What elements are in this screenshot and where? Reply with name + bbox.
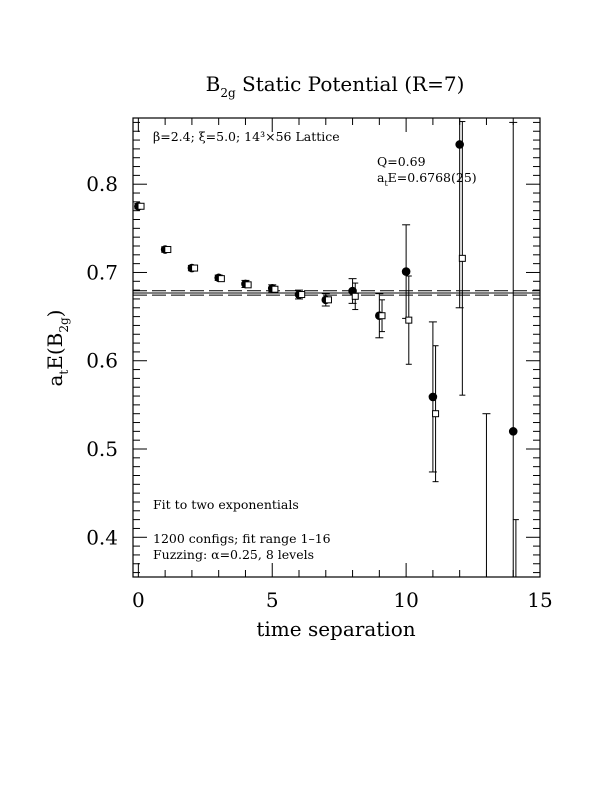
y-axis-label-sub-t: t [57, 370, 71, 375]
y-tick-label: 0.6 [86, 349, 118, 373]
data-point-square [351, 292, 359, 300]
data-point-square [405, 316, 413, 324]
data-point-circle [401, 267, 411, 276]
annotation-fit-value: atE=0.6768(25) [377, 170, 477, 188]
data-point-square [378, 312, 386, 320]
annotation-q: Q=0.69 [377, 154, 426, 169]
y-axis-label: atE(B2g) [43, 309, 71, 386]
y-axis-label-sub-2g: 2g [57, 317, 71, 333]
x-tick-labels: 0 5 10 15 [132, 588, 553, 612]
data-point-square [324, 296, 332, 304]
annotation-fit-prefix: a [377, 170, 385, 185]
annotation-fit-sub: t [384, 179, 388, 188]
fit-band [133, 290, 540, 296]
y-tick-label: 0.7 [86, 260, 118, 284]
x-tick-label: 0 [132, 588, 145, 612]
annotation-lattice: β=2.4; ξ=5.0; 14³×56 Lattice [153, 129, 340, 144]
data-point-square [137, 202, 145, 210]
y-axis-label-mid: E(B [43, 333, 67, 370]
data-point-square [271, 285, 279, 293]
y-tick-label: 0.5 [86, 437, 118, 461]
axis-ticks [133, 118, 541, 577]
chart-title-main: B [206, 72, 221, 96]
data-point-square [458, 254, 466, 262]
x-tick-label: 10 [393, 588, 418, 612]
series-open-squares [137, 121, 519, 577]
y-tick-labels: 0.4 0.5 0.6 0.7 0.8 [86, 172, 118, 549]
chart-title: B2g Static Potential (R=7) [206, 72, 465, 100]
annotation-fit-number: E=0.6768(25) [388, 170, 477, 185]
data-point-circle [428, 392, 438, 402]
plot-frame [132, 117, 541, 578]
x-axis-label: time separation [256, 617, 415, 641]
annotation-fuzzing: Fuzzing: α=0.25, 8 levels [153, 547, 314, 562]
x-tick-label: 5 [266, 588, 279, 612]
data-point-circle [508, 427, 518, 436]
data-point-square [191, 264, 199, 272]
annotation-configs: 1200 configs; fit range 1–16 [153, 531, 331, 546]
chart-title-rest: Static Potential (R=7) [236, 72, 465, 96]
data-point-square [298, 291, 306, 299]
annotation-fit-type: Fit to two exponentials [153, 497, 299, 512]
x-tick-label: 15 [527, 588, 552, 612]
data-point-circle [455, 140, 464, 149]
data-point-square [244, 281, 252, 289]
chart-title-sub: 2g [220, 86, 236, 100]
y-tick-label: 0.4 [86, 525, 118, 549]
y-tick-label: 0.8 [86, 172, 118, 196]
data-point-square [432, 410, 440, 418]
y-axis-label-end: ) [43, 309, 67, 317]
data-point-square [164, 246, 172, 254]
data-point-square [217, 275, 225, 283]
y-axis-label-main: a [43, 375, 67, 387]
